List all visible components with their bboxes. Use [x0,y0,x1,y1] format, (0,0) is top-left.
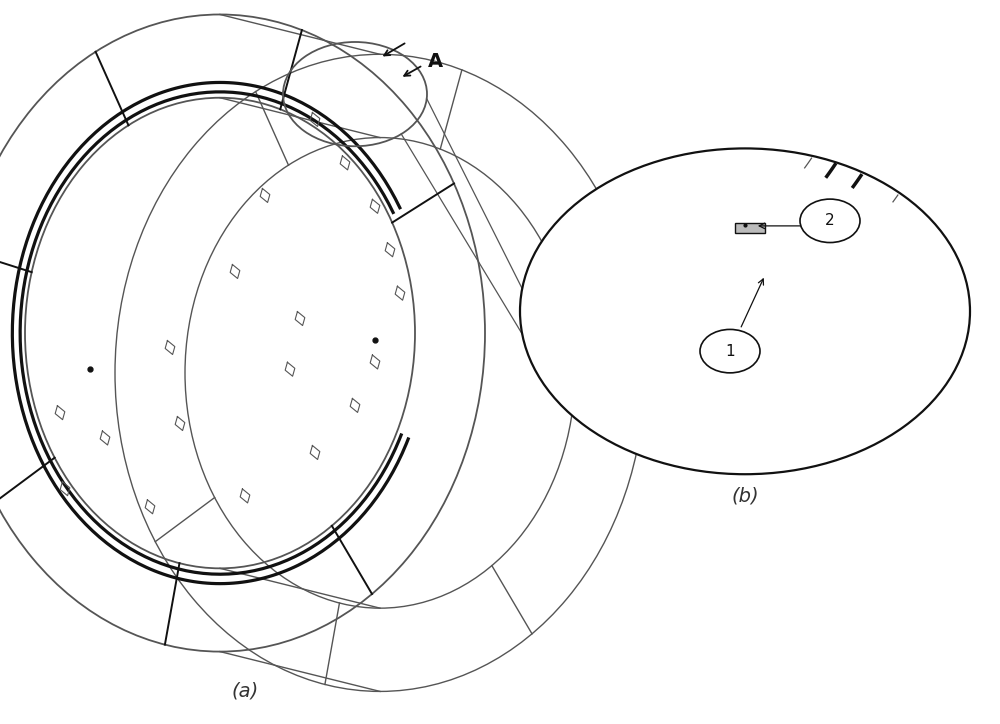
Text: 2: 2 [825,214,835,228]
Circle shape [520,148,970,474]
Text: (a): (a) [231,682,259,701]
Text: 1: 1 [725,344,735,358]
Text: (b): (b) [731,487,759,505]
Text: A: A [427,52,443,71]
Circle shape [800,199,860,243]
FancyBboxPatch shape [735,223,765,233]
Circle shape [700,329,760,373]
